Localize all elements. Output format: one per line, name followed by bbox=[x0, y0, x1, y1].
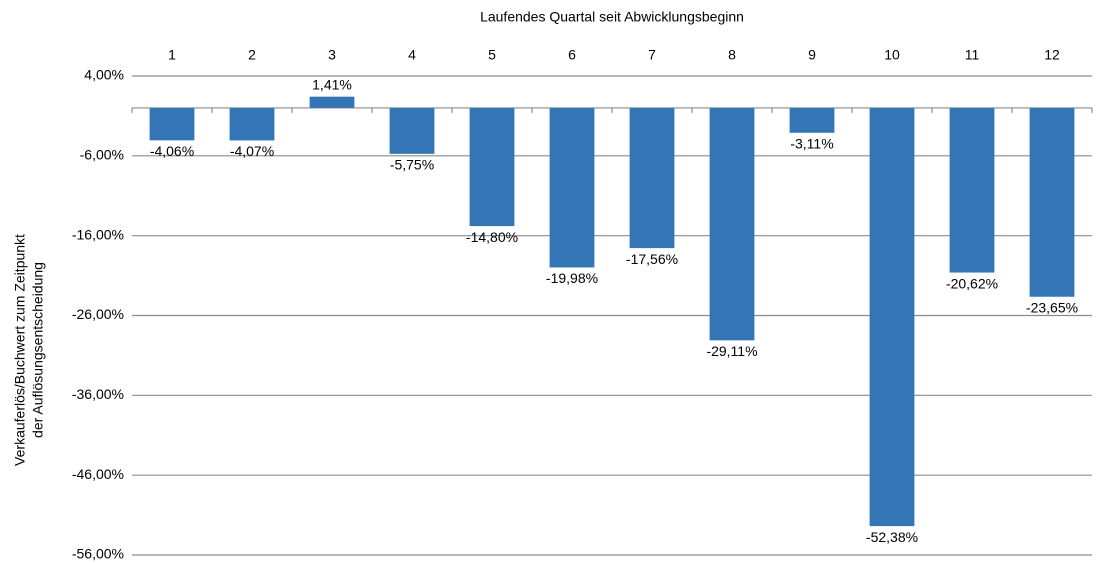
value-label: -3,11% bbox=[790, 135, 833, 151]
value-label: -29,11% bbox=[706, 343, 757, 359]
y-axis-title-line: der Auflösungsentscheidung bbox=[30, 262, 46, 438]
y-tick-label: -16,00% bbox=[72, 226, 124, 242]
value-label: -52,38% bbox=[866, 529, 918, 545]
bar bbox=[629, 107, 675, 249]
bar bbox=[1029, 107, 1075, 297]
y-tick-label: -46,00% bbox=[72, 466, 124, 482]
bar bbox=[789, 107, 835, 133]
y-axis-title-line: Verkauferlös/Buchwert zum Zeitpunkt bbox=[12, 234, 28, 466]
bar bbox=[949, 107, 995, 273]
value-label: -5,75% bbox=[390, 157, 434, 173]
x-tick-label: 6 bbox=[568, 47, 576, 63]
y-tick-label: -6,00% bbox=[80, 147, 124, 163]
y-tick-label: -36,00% bbox=[72, 386, 124, 402]
value-label: -4,06% bbox=[150, 143, 194, 159]
x-axis-title: Laufendes Quartal seit Abwicklungsbeginn bbox=[480, 9, 744, 25]
bar bbox=[149, 107, 195, 141]
value-label: -4,07% bbox=[230, 143, 274, 159]
bar bbox=[309, 96, 355, 108]
x-tick-label: 5 bbox=[488, 47, 496, 63]
value-label: -17,56% bbox=[626, 251, 678, 267]
x-tick-label: 9 bbox=[808, 47, 816, 63]
x-tick-label: 8 bbox=[728, 47, 736, 63]
value-label: -23,65% bbox=[1026, 299, 1078, 315]
bar bbox=[229, 107, 275, 141]
bar bbox=[549, 107, 595, 268]
x-tick-label: 12 bbox=[1044, 47, 1060, 63]
value-label: -20,62% bbox=[946, 275, 998, 291]
x-tick-label: 2 bbox=[248, 47, 256, 63]
value-label: -14,80% bbox=[466, 229, 518, 245]
value-label: -19,98% bbox=[546, 270, 598, 286]
y-tick-label: -26,00% bbox=[72, 306, 124, 322]
bar bbox=[869, 107, 915, 527]
bar bbox=[469, 107, 515, 227]
x-tick-label: 7 bbox=[648, 47, 656, 63]
bar bbox=[709, 107, 755, 341]
x-tick-label: 10 bbox=[884, 47, 900, 63]
y-tick-label: 4,00% bbox=[84, 67, 124, 83]
bar bbox=[389, 107, 435, 154]
x-tick-label: 1 bbox=[168, 47, 176, 63]
y-tick-label: -56,00% bbox=[72, 546, 124, 562]
y-axis-title: Verkauferlös/Buchwert zum Zeitpunkt der … bbox=[12, 234, 46, 466]
x-tick-label: 11 bbox=[965, 47, 980, 63]
x-tick-label: 4 bbox=[408, 47, 416, 63]
value-label: 1,41% bbox=[312, 76, 352, 92]
x-tick-label: 3 bbox=[328, 47, 336, 63]
